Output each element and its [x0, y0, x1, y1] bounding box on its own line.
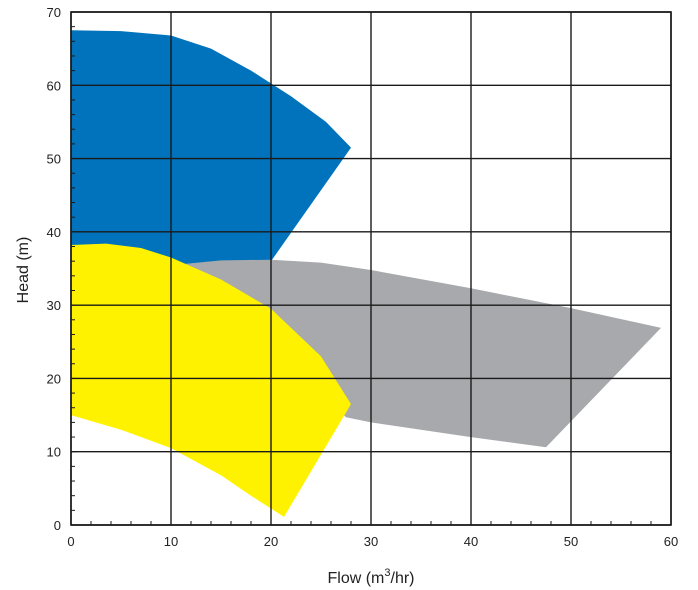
y-tick-label: 30: [47, 298, 61, 313]
y-tick-label: 70: [47, 5, 61, 20]
x-tick-label: 30: [364, 534, 378, 549]
y-tick-label: 50: [47, 152, 61, 167]
x-tick-label: 0: [67, 534, 74, 549]
x-tick-label: 60: [664, 534, 678, 549]
x-tick-label: 10: [164, 534, 178, 549]
series-region-2: [176, 259, 661, 448]
y-tick-label: 20: [47, 371, 61, 386]
series-region-1: [71, 30, 351, 267]
y-tick-label: 0: [54, 518, 61, 533]
series-region-3: [71, 243, 351, 517]
x-axis-title: Flow (m3/hr): [327, 567, 414, 587]
tick-label-layer: 0 10 20 30 40 50 60 0 10 20 30 40 50 60 70: [47, 5, 679, 549]
y-tick-label: 10: [47, 445, 61, 460]
y-tick-label: 40: [47, 225, 61, 240]
y-axis-title: Head (m): [15, 237, 32, 304]
x-tick-label: 40: [464, 534, 478, 549]
x-tick-label: 50: [564, 534, 578, 549]
series-layer: [71, 30, 661, 517]
y-tick-label: 60: [47, 78, 61, 93]
tick-layer: [70, 11, 672, 526]
x-tick-label: 20: [264, 534, 278, 549]
